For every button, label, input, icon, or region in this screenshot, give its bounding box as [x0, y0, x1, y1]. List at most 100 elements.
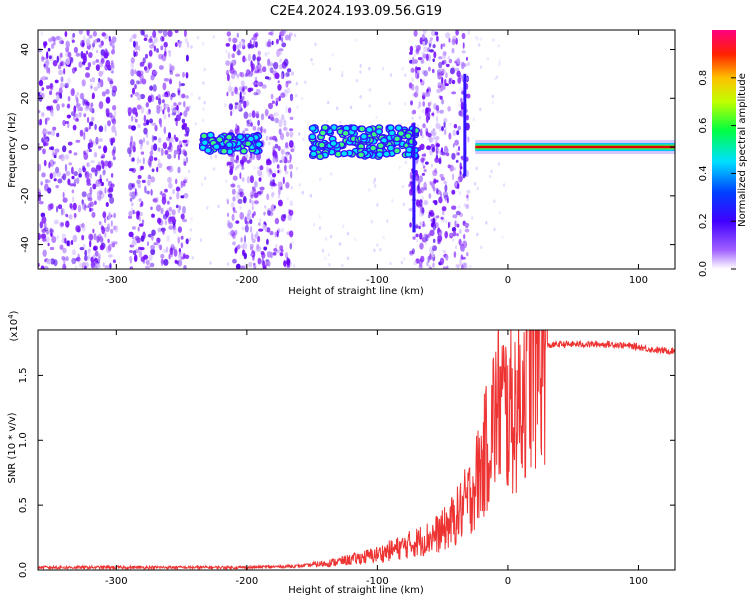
noise-mark: [412, 109, 417, 115]
noise-mark: [178, 205, 182, 211]
noise-mark: [457, 76, 462, 84]
noise-mark: [235, 220, 240, 224]
noise-mark: [466, 56, 468, 61]
noise-mark: [75, 139, 81, 143]
noise-mark: [61, 145, 67, 153]
noise-mark: [501, 235, 504, 239]
noise-mark: [89, 78, 93, 83]
noise-mark: [185, 72, 189, 79]
blob-core: [335, 152, 341, 157]
noise-mark: [230, 183, 236, 188]
figure-title: C2E4.2024.193.09.56.G19: [270, 4, 442, 19]
noise-mark: [255, 113, 260, 119]
noise-mark: [328, 67, 332, 71]
noise-mark: [143, 114, 147, 123]
noise-mark: [293, 145, 296, 149]
noise-mark: [65, 170, 71, 176]
noise-mark: [231, 91, 234, 96]
noise-mark: [109, 80, 114, 85]
noise-mark: [99, 244, 105, 251]
x-tick-label: -200: [236, 576, 259, 587]
blob-core: [202, 140, 208, 145]
noise-mark: [285, 152, 289, 159]
noise-mark: [267, 158, 271, 164]
noise-mark: [341, 70, 344, 75]
noise-mark: [443, 120, 446, 128]
blob-core: [226, 142, 232, 147]
noise-mark: [441, 76, 444, 85]
noise-mark: [50, 43, 55, 49]
noise-mark: [226, 199, 229, 205]
noise-mark: [434, 157, 440, 164]
noise-mark: [98, 145, 102, 149]
noise-mark: [107, 180, 113, 187]
noise-mark: [401, 184, 405, 189]
noise-mark: [268, 67, 271, 71]
noise-mark: [430, 218, 436, 223]
noise-mark: [94, 250, 99, 257]
noise-mark: [107, 77, 110, 82]
noise-mark: [264, 76, 270, 80]
noise-mark: [107, 211, 112, 220]
noise-mark: [283, 260, 287, 267]
noise-mark: [82, 61, 85, 65]
noise-mark: [239, 71, 242, 77]
noise-mark: [250, 190, 253, 194]
noise-mark: [69, 57, 74, 64]
noise-mark: [101, 32, 107, 37]
noise-mark: [440, 68, 445, 75]
noise-mark: [105, 59, 111, 68]
noise-mark: [185, 156, 189, 163]
blob-core: [366, 127, 372, 132]
noise-mark: [143, 254, 149, 260]
noise-mark: [104, 217, 107, 224]
noise-mark: [173, 134, 176, 140]
noise-mark: [141, 219, 145, 225]
noise-mark: [175, 73, 181, 77]
noise-mark: [167, 30, 173, 37]
noise-mark: [178, 40, 182, 48]
noise-mark: [232, 44, 237, 52]
noise-mark: [457, 103, 461, 107]
noise-mark: [276, 38, 279, 44]
noise-mark: [433, 51, 437, 59]
noise-mark: [492, 38, 495, 42]
noise-mark: [98, 78, 101, 83]
noise-mark: [442, 43, 446, 47]
blob-core: [330, 141, 337, 146]
noise-mark: [419, 128, 423, 137]
noise-mark: [440, 216, 446, 223]
noise-mark: [298, 183, 301, 187]
noise-mark: [451, 38, 456, 46]
colorbar-gradient: [712, 30, 736, 269]
noise-mark: [424, 241, 427, 246]
noise-mark: [435, 143, 440, 148]
noise-mark: [325, 119, 329, 124]
noise-mark: [63, 68, 66, 75]
noise-mark: [46, 65, 49, 74]
noise-mark: [434, 31, 439, 36]
noise-mark: [176, 191, 180, 200]
noise-mark: [110, 173, 114, 178]
noise-mark: [83, 152, 89, 160]
noise-mark: [284, 73, 287, 78]
noise-mark: [131, 125, 136, 131]
noise-mark: [178, 101, 182, 106]
noise-mark: [265, 135, 269, 141]
noise-mark: [413, 260, 418, 266]
noise-mark: [431, 147, 435, 153]
noise-mark: [138, 216, 141, 222]
noise-mark: [156, 237, 161, 243]
noise-mark: [408, 82, 413, 89]
noise-mark: [318, 226, 322, 230]
noise-mark: [96, 49, 99, 54]
noise-mark: [182, 180, 186, 187]
noise-mark: [291, 71, 294, 76]
noise-mark: [143, 122, 147, 126]
noise-mark: [422, 157, 426, 161]
noise-mark: [82, 165, 86, 173]
noise-mark: [455, 149, 458, 153]
noise-mark: [497, 44, 500, 48]
noise-mark: [162, 142, 168, 150]
noise-mark: [168, 182, 173, 189]
